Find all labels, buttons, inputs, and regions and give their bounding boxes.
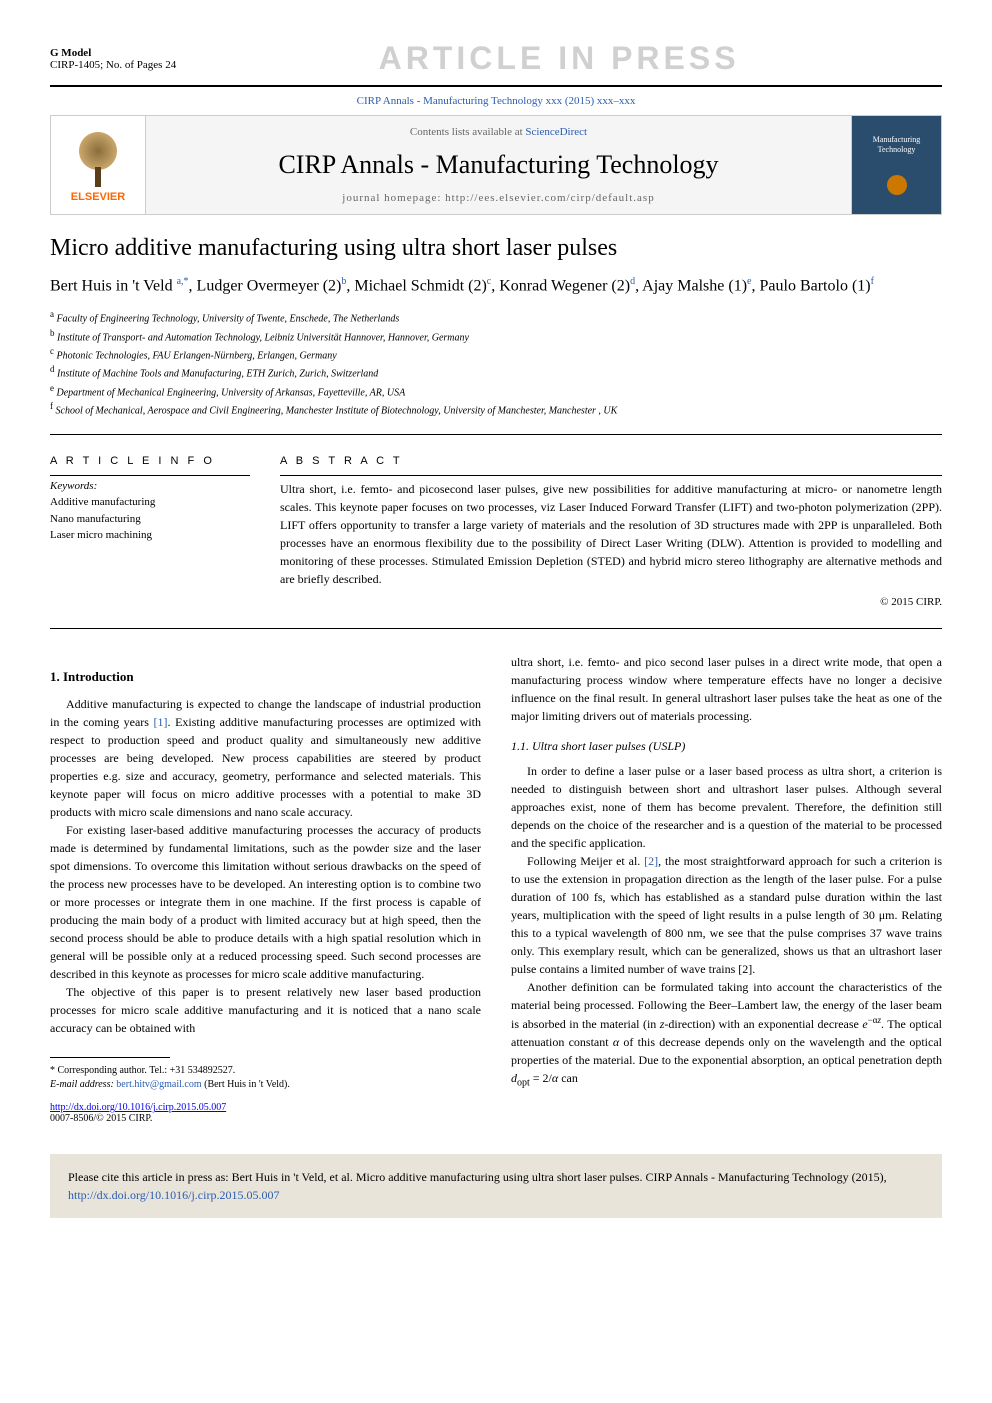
article-in-press-text: ARTICLE IN PRESS: [379, 40, 740, 76]
rule-abstract: [280, 475, 942, 476]
elsevier-text: ELSEVIER: [71, 191, 125, 203]
affiliation-line: a Faculty of Engineering Technology, Uni…: [50, 308, 942, 326]
keyword-item: Laser micro machining: [50, 527, 250, 544]
keyword-item: Nano manufacturing: [50, 511, 250, 528]
section-1-1-heading: 1.1. Ultra short laser pulses (USLP): [511, 739, 942, 754]
ref-2-link[interactable]: [2]: [644, 854, 658, 868]
left-column: 1. Introduction Additive manufacturing i…: [50, 653, 481, 1124]
uslp-paragraph-3: Another definition can be formulated tak…: [511, 978, 942, 1090]
article-info-heading: A R T I C L E I N F O: [50, 455, 250, 467]
email-suffix: (Bert Huis in 't Veld).: [202, 1079, 290, 1090]
ref-1-link[interactable]: [1]: [154, 715, 168, 729]
abstract-text: Ultra short, i.e. femto- and picosecond …: [280, 480, 942, 588]
elsevier-tree-icon: [68, 127, 128, 187]
journal-banner: ELSEVIER Contents lists available at Sci…: [50, 115, 942, 215]
sciencedirect-link[interactable]: ScienceDirect: [525, 126, 587, 138]
gmodel-label: G Model: [50, 47, 176, 59]
contents-line: Contents lists available at ScienceDirec…: [166, 126, 831, 138]
elsevier-logo: ELSEVIER: [51, 116, 146, 214]
rule-below-abstract: [50, 628, 942, 629]
affiliation-line: f School of Mechanical, Aerospace and Ci…: [50, 400, 942, 418]
doi-link[interactable]: http://dx.doi.org/10.1016/j.cirp.2015.05…: [50, 1102, 481, 1113]
article-in-press-banner: ARTICLE IN PRESS: [176, 40, 942, 77]
copyright-line: © 2015 CIRP.: [280, 596, 942, 608]
article-info-column: A R T I C L E I N F O Keywords: Additive…: [50, 455, 250, 608]
issn-line: 0007-8506/© 2015 CIRP.: [50, 1113, 481, 1124]
banner-center: Contents lists available at ScienceDirec…: [146, 116, 851, 214]
gmodel-ref: CIRP-1405; No. of Pages 24: [50, 59, 176, 71]
affiliations: a Faculty of Engineering Technology, Uni…: [50, 308, 942, 418]
affiliation-line: b Institute of Transport- and Automation…: [50, 327, 942, 345]
abstract-column: A B S T R A C T Ultra short, i.e. femto-…: [280, 455, 942, 608]
gmodel-header: G Model CIRP-1405; No. of Pages 24 ARTIC…: [50, 40, 942, 77]
journal-reference: CIRP Annals - Manufacturing Technology x…: [50, 95, 942, 107]
right-column: ultra short, i.e. femto- and pico second…: [511, 653, 942, 1124]
email-label: E-mail address:: [50, 1079, 116, 1090]
abstract-heading: A B S T R A C T: [280, 455, 942, 467]
uslp-paragraph-2: Following Meijer et al. [2], the most st…: [511, 852, 942, 978]
footnote-separator: [50, 1057, 170, 1058]
rule-top: [50, 85, 942, 87]
affiliation-line: d Institute of Machine Tools and Manufac…: [50, 363, 942, 381]
intro-paragraph-3: The objective of this paper is to presen…: [50, 983, 481, 1037]
cover-text: Manufacturing Technology: [860, 135, 933, 154]
keyword-item: Additive manufacturing: [50, 494, 250, 511]
rule-info: [50, 475, 250, 476]
journal-homepage: journal homepage: http://ees.elsevier.co…: [166, 192, 831, 204]
article-title: Micro additive manufacturing using ultra…: [50, 235, 942, 262]
col2-paragraph-1: ultra short, i.e. femto- and pico second…: [511, 653, 942, 725]
cover-badge-icon: [887, 175, 907, 195]
section-1-heading: 1. Introduction: [50, 669, 481, 685]
affiliation-line: e Department of Mechanical Engineering, …: [50, 382, 942, 400]
citation-text: Please cite this article in press as: Be…: [68, 1170, 887, 1184]
citation-box: Please cite this article in press as: Be…: [50, 1154, 942, 1218]
email-link[interactable]: bert.hitv@gmail.com: [116, 1079, 201, 1090]
keywords-label: Keywords:: [50, 480, 250, 492]
authors-list: Bert Huis in 't Veld a,*, Ludger Overmey…: [50, 274, 942, 298]
intro-paragraph-2: For existing laser-based additive manufa…: [50, 821, 481, 983]
affiliation-line: c Photonic Technologies, FAU Erlangen-Nü…: [50, 345, 942, 363]
corresponding-author-footnote: * Corresponding author. Tel.: +31 534892…: [50, 1064, 481, 1078]
intro-paragraph-1: Additive manufacturing is expected to ch…: [50, 695, 481, 821]
uslp-paragraph-1: In order to define a laser pulse or a la…: [511, 762, 942, 852]
contents-prefix: Contents lists available at: [410, 126, 525, 138]
email-footnote: E-mail address: bert.hitv@gmail.com (Ber…: [50, 1078, 481, 1092]
keywords-list: Additive manufacturingNano manufacturing…: [50, 494, 250, 544]
journal-title: CIRP Annals - Manufacturing Technology: [166, 150, 831, 180]
citation-doi-link[interactable]: http://dx.doi.org/10.1016/j.cirp.2015.05…: [68, 1188, 279, 1202]
journal-cover-thumbnail: Manufacturing Technology: [851, 116, 941, 214]
rule-above-abstract: [50, 434, 942, 435]
